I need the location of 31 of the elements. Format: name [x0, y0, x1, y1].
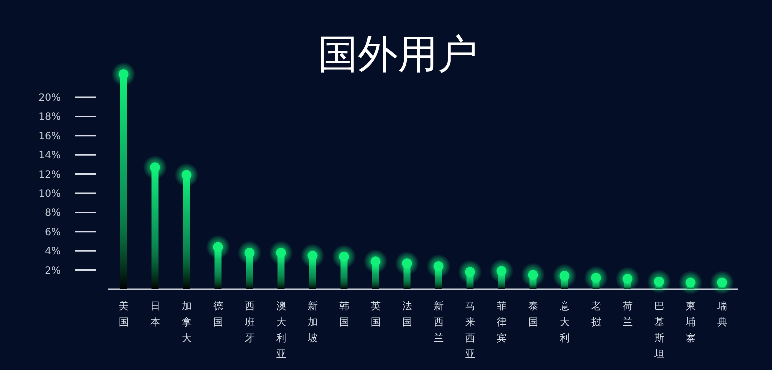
y-tick-label: 4%	[45, 246, 61, 258]
x-tick-label: 法国	[402, 300, 412, 328]
x-tick-label: 荷兰	[622, 300, 633, 328]
x-tick-label: 马来西亚	[465, 302, 476, 360]
x-tick-label: 老挝	[591, 300, 602, 328]
x-tick-label: 韩国	[339, 300, 350, 328]
x-tick-label: 柬埔寨	[684, 300, 696, 344]
y-tick-label: 18%	[38, 112, 61, 124]
x-tick-label: 美国	[118, 300, 129, 328]
x-tick-label: 泰国	[528, 302, 538, 328]
x-tick-label: 澳大利亚	[276, 300, 286, 360]
x-tick-label: 瑞典	[717, 300, 728, 328]
y-tick-label: 6%	[45, 227, 61, 238]
x-tick-label: 西班牙	[244, 302, 255, 344]
y-tick-label: 2%	[45, 266, 61, 277]
chart-title: 国外用户	[318, 32, 478, 78]
y-tick-label: 8%	[45, 208, 61, 220]
x-tick-label: 英国	[370, 300, 381, 328]
x-tick-label: 加拿大	[182, 300, 192, 344]
y-tick-label: 10%	[38, 189, 61, 200]
y-tick-label: 16%	[38, 131, 61, 142]
y-tick-label: 20%	[38, 93, 61, 104]
x-tick-label: 菲律宾	[496, 300, 507, 344]
x-tick-label: 意大利	[558, 300, 570, 344]
x-tick-label: 新西兰	[434, 300, 444, 344]
x-tick-label: 日本	[150, 302, 160, 328]
x-tick-label: 新加坡	[306, 300, 318, 344]
x-tick-label: 德国	[213, 302, 224, 328]
y-tick-label: 12%	[38, 170, 61, 181]
y-tick-label: 14%	[38, 150, 61, 162]
x-tick-label: 巴基斯坦	[653, 302, 664, 360]
